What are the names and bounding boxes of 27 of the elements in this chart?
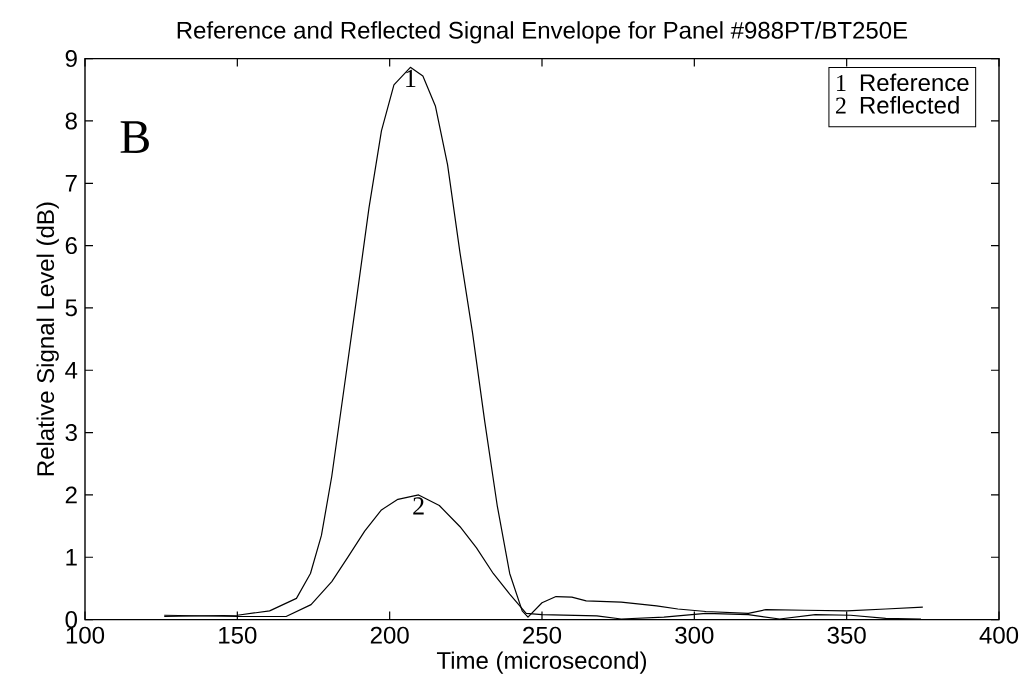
x-tick-label: 250: [523, 626, 562, 644]
text: Reference: [860, 73, 969, 92]
annotation: 2: [413, 497, 424, 515]
y-tick-label: 7: [65, 175, 77, 192]
y-tick-label: 0: [65, 611, 78, 629]
y-tick-label: 3: [65, 424, 77, 442]
chart-title: Reference and Reflected Signal Envelope for Panel #988PT/BT250E: [177, 21, 908, 44]
x-tick-label: 200: [370, 626, 409, 644]
annotation: 1: [406, 69, 416, 87]
x-tick-label: 300: [675, 626, 714, 644]
y-tick-label: 4: [65, 362, 78, 379]
legend-label: Reflected: [860, 96, 959, 114]
y-tick-label: 2: [65, 486, 77, 504]
text: 1: [837, 75, 846, 91]
y-tick-label: 8: [65, 112, 77, 130]
y-tick-label: 6: [65, 237, 77, 255]
x-tick-label: 350: [827, 626, 866, 644]
y-axis-title: Relative Signal Level (dB): [36, 202, 59, 476]
x-tick-label: 100: [66, 626, 105, 644]
text: 2: [835, 97, 846, 114]
y-tick-label: 1: [66, 549, 77, 566]
y-tick-label: 5: [65, 299, 77, 317]
x-axis-title: Time (microsecond): [436, 651, 647, 674]
x-tick-label: 150: [219, 626, 257, 644]
x-tick-label: 400: [979, 626, 1019, 644]
y-tick-label: 9: [65, 50, 77, 68]
annotation: B: [120, 121, 149, 153]
